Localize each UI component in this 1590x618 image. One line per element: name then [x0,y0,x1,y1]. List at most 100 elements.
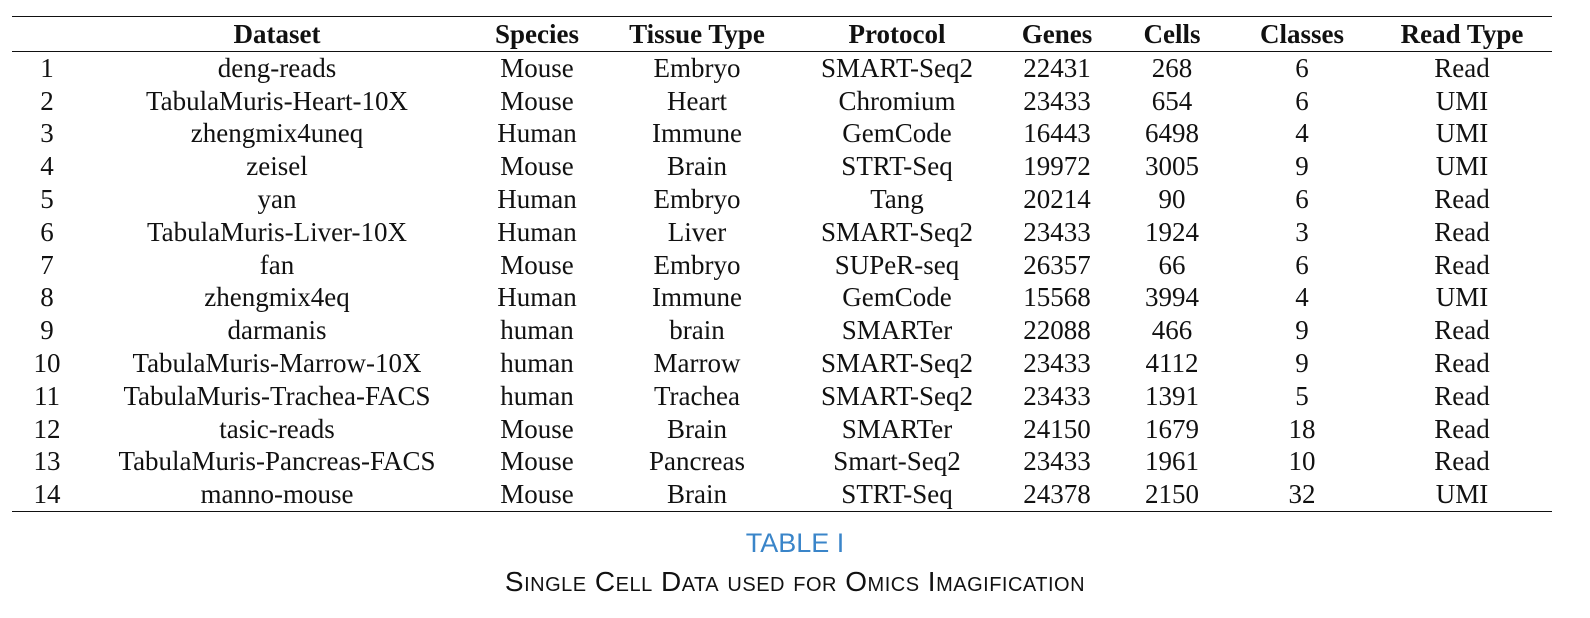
cell-genes: 23433 [1023,85,1091,116]
cell-dataset: zhengmix4uneq [190,118,364,149]
column-header-read-type: Read Type [1400,18,1524,49]
cell-tissue-type: brain [669,315,725,346]
table-row: 6 TabulaMuris-Liver-10X Human Liver SMART-Se… [12,216,1552,249]
cell-cells: 6498 [1145,118,1199,149]
cell-read-type: Read [1434,249,1490,280]
cell-species: Mouse [500,85,574,116]
cell-tissue-type: Embryo [653,52,741,83]
cell-cells: 3005 [1145,151,1199,182]
cell-tissue-type: Marrow [653,348,741,379]
table-row: 11 TabulaMuris-Trachea-FACS human Trachea SM… [12,380,1552,413]
cell-cells: 3994 [1145,282,1199,313]
cell-species: Human [497,184,577,215]
cell-read-type: UMI [1435,85,1489,116]
cell-read-type: UMI [1435,118,1489,149]
table-body: 1 deng-reads Mouse Embryo SMART-Seq2 22431 268… [12,52,1552,512]
cell-cells: 268 [1151,52,1193,83]
cell-species: Mouse [500,413,574,444]
cell-classes: 6 [1295,249,1309,280]
cell-protocol: SMART-Seq2 [821,216,973,247]
cell-row-index: 8 [40,282,54,313]
cell-tissue-type: Embryo [653,249,741,280]
cell-dataset: TabulaMuris-Marrow-10X [132,348,422,379]
cell-protocol: GemCode [842,282,952,313]
cell-species: Human [497,282,577,313]
cell-row-index: 1 [40,52,54,83]
cell-tissue-type: Immune [652,282,742,313]
cell-cells: 66 [1158,249,1186,280]
cell-classes: 3 [1295,216,1309,247]
column-header-classes: Classes [1259,18,1344,49]
cell-genes: 23433 [1023,446,1091,477]
cell-tissue-type: Brain [667,413,727,444]
cell-read-type: UMI [1435,151,1489,182]
cell-genes: 19972 [1023,151,1091,182]
table-row: 8 zhengmix4eq Human Immune GemCode 15568 3994 4… [12,282,1552,315]
data-table-container: Dataset Species Tissue Type Protocol Genes Ce… [12,16,1552,512]
cell-genes: 22431 [1023,52,1091,83]
cell-classes: 5 [1295,380,1309,411]
cell-protocol: SMART-Seq2 [821,348,973,379]
cell-row-index: 13 [33,446,61,477]
cell-read-type: Read [1434,184,1490,215]
cell-row-index: 14 [33,479,61,510]
cell-species: Human [497,216,577,247]
cell-genes: 26357 [1023,249,1091,280]
table-header: Dataset Species Tissue Type Protocol Genes Ce… [12,16,1552,52]
cell-classes: 32 [1288,479,1316,510]
cell-dataset: TabulaMuris-Liver-10X [147,216,407,247]
column-header-tissue-type: Tissue Type [629,18,765,49]
cell-dataset: tasic-reads [219,413,335,444]
cell-tissue-type: Heart [667,85,727,116]
cell-dataset: zeisel [246,151,308,182]
column-header-dataset: Dataset [233,18,321,49]
column-header-cells: Cells [1143,18,1201,49]
column-header-genes: Genes [1021,18,1093,49]
cell-dataset: zhengmix4eq [204,282,350,313]
cell-protocol: GemCode [842,118,952,149]
cell-dataset: yan [257,184,297,215]
cell-species: Mouse [500,249,574,280]
cell-read-type: Read [1434,52,1490,83]
column-header-protocol: Protocol [848,18,946,49]
cell-row-index: 11 [34,380,60,411]
cell-cells: 90 [1158,184,1186,215]
cell-classes: 9 [1295,151,1309,182]
cell-tissue-type: Immune [652,118,742,149]
cell-genes: 16443 [1023,118,1091,149]
cell-protocol: Tang [870,184,924,215]
cell-protocol: SMARTer [841,315,953,346]
cell-cells: 466 [1151,315,1193,346]
cell-protocol: STRT-Seq [841,151,953,182]
cell-row-index: 9 [40,315,54,346]
cell-species: Mouse [500,52,574,83]
cell-genes: 23433 [1023,216,1091,247]
cell-classes: 9 [1295,348,1309,379]
cell-species: human [500,348,574,379]
cell-dataset: deng-reads [217,52,337,83]
cell-row-index: 4 [40,151,54,182]
cell-species: human [500,380,574,411]
table-caption: Single Cell Data used for Omics Imagific… [504,566,1086,597]
cell-read-type: Read [1434,216,1490,247]
cell-cells: 654 [1151,85,1193,116]
cell-cells: 4112 [1145,348,1199,379]
cell-cells: 1391 [1145,380,1199,411]
cell-species: Mouse [500,479,574,510]
cell-species: Mouse [500,151,574,182]
cell-genes: 22088 [1023,315,1091,346]
table-row: 5 yan Human Embryo Tang 20214 90 6 Read [12,183,1552,216]
cell-tissue-type: Embryo [653,184,741,215]
table-row: 7 fan Mouse Embryo SUPeR-seq 26357 66 6 Read [12,249,1552,282]
cell-read-type: Read [1434,380,1490,411]
cell-cells: 1961 [1145,446,1199,477]
cell-protocol: SUPeR-seq [834,249,960,280]
cell-species: Human [497,118,577,149]
cell-read-type: Read [1434,348,1490,379]
column-header-row-index [12,17,82,52]
cell-tissue-type: Liver [667,216,727,247]
table-row: 14 manno-mouse Mouse Brain STRT-Seq 24378 2150… [12,478,1552,512]
table-row: 10 TabulaMuris-Marrow-10X human Marrow SMART… [12,347,1552,380]
cell-row-index: 3 [40,118,54,149]
cell-read-type: Read [1434,413,1490,444]
